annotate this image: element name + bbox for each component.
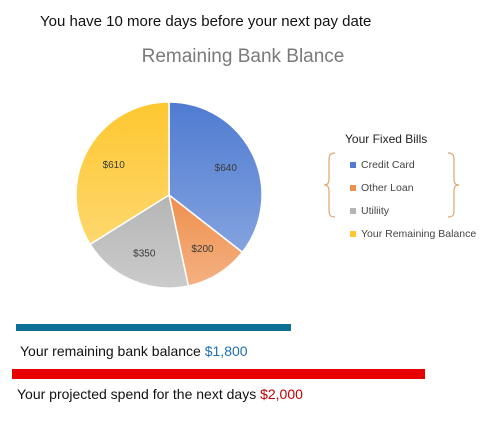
- legend-swatch: [350, 230, 356, 237]
- chart-title: Remaining Bank Blance: [141, 46, 345, 67]
- projected-label: Your projected spend for the next days: [17, 386, 257, 402]
- legend-label: Your Remaining Balance: [361, 227, 477, 240]
- legend-item: Credit Card: [350, 153, 476, 176]
- pie-data-label: $200: [191, 244, 214, 255]
- pie-slice-credit-card: [168, 101, 263, 254]
- chart-legend: Credit Card Other Loan Utiliity Your Remain…: [350, 153, 476, 245]
- legend-swatch: [350, 207, 356, 214]
- balance-text: Your remaining bank balance $1,800: [20, 343, 248, 359]
- legend-label: Other Loan: [361, 181, 414, 194]
- legend-swatch: [350, 184, 356, 191]
- pie-data-label: $350: [133, 249, 156, 260]
- legend-item: Your Remaining Balance: [350, 222, 476, 245]
- pie-slice-your-remaining-balance: [75, 101, 170, 246]
- legend-swatch: [350, 161, 356, 168]
- legend-title: Your Fixed Bills: [345, 132, 428, 146]
- projected-spend-bar: [12, 369, 425, 379]
- balance-amount: $1,800: [204, 343, 248, 359]
- right-brace-icon: [447, 152, 460, 218]
- balance-label: Your remaining bank balance: [20, 343, 201, 359]
- legend-label: Credit Card: [361, 158, 415, 171]
- projected-amount: $2,000: [260, 386, 303, 402]
- balance-bar: [16, 324, 291, 331]
- projected-text: Your projected spend for the next days $…: [17, 386, 303, 402]
- pay-date-message: You have 10 more days before your next p…: [40, 13, 372, 30]
- pie-slice-other-loan: [167, 193, 244, 287]
- legend-item: Other Loan: [350, 176, 476, 199]
- pie-chart: $640 $200 $350 $610: [75, 101, 263, 289]
- pie-data-label: $610: [103, 160, 126, 171]
- pie-slice-utiliity: [89, 193, 190, 289]
- pie-data-label: $640: [215, 163, 238, 174]
- legend-item: Utiliity: [350, 199, 476, 222]
- left-brace-icon: [323, 152, 336, 218]
- legend-label: Utiliity: [361, 204, 389, 217]
